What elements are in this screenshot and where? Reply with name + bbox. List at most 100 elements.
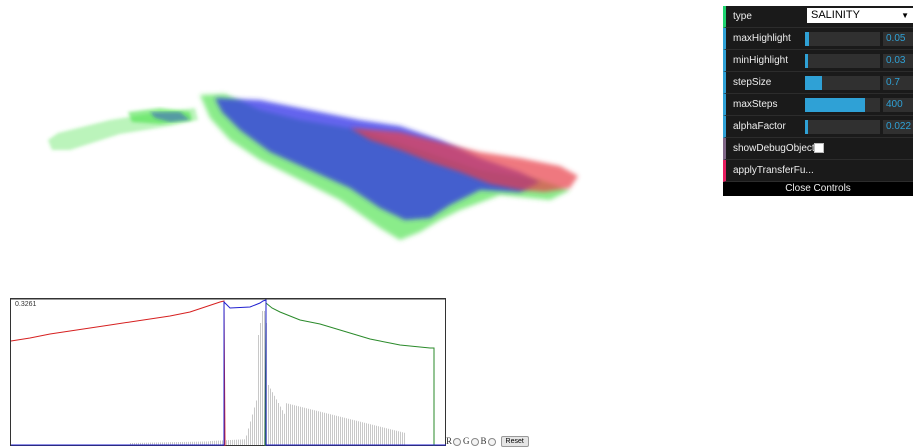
tf-red-curve[interactable] xyxy=(10,300,226,446)
histogram-bar xyxy=(206,441,207,445)
histogram-bar xyxy=(254,407,255,445)
histogram-bar xyxy=(284,413,285,445)
minHighlight-control: minHighlight 0.03 xyxy=(723,50,913,72)
histogram-bar xyxy=(300,406,301,445)
histogram-bar xyxy=(400,431,401,445)
histogram-bar xyxy=(262,311,263,445)
histogram-bar xyxy=(130,443,131,445)
maxHighlight-control: maxHighlight 0.05 xyxy=(723,28,913,50)
histogram-bar xyxy=(280,406,281,445)
histogram-bar xyxy=(134,442,135,445)
channel-g-checkbox[interactable] xyxy=(470,437,479,446)
tf-blue-curve[interactable] xyxy=(11,299,446,446)
minHighlight-slider[interactable] xyxy=(805,54,880,68)
applyTransferFunction-button[interactable]: applyTransferFu... xyxy=(723,160,913,182)
histogram-bar xyxy=(292,404,293,445)
histogram-bar xyxy=(208,441,209,445)
maxSteps-label: maxSteps xyxy=(733,99,778,110)
histogram-bar xyxy=(332,414,333,445)
histogram-bar xyxy=(228,440,229,445)
histogram-bar xyxy=(146,442,147,445)
tf-green-curve[interactable] xyxy=(264,301,435,446)
histogram-bar xyxy=(394,430,395,445)
histogram-bar xyxy=(188,441,189,445)
histogram-bar xyxy=(286,403,287,445)
histogram-bar xyxy=(328,413,329,445)
maxSteps-control: maxSteps 400 xyxy=(723,94,913,116)
histogram-bar xyxy=(364,422,365,445)
histogram-bar xyxy=(156,442,157,445)
close-controls-button[interactable]: Close Controls xyxy=(723,182,913,196)
type-control: type SALINITY ▼ xyxy=(723,6,913,28)
histogram-bar xyxy=(402,432,403,445)
maxSteps-slider[interactable] xyxy=(805,98,880,112)
type-select[interactable]: SALINITY ▼ xyxy=(807,8,913,23)
histogram-bar xyxy=(168,442,169,445)
histogram-bar xyxy=(370,424,371,445)
volume-render-viewport[interactable] xyxy=(0,0,720,280)
maxHighlight-slider[interactable] xyxy=(805,32,880,46)
histogram-bar xyxy=(268,385,269,445)
channel-b-checkbox[interactable] xyxy=(487,437,496,446)
histogram-bar xyxy=(346,418,347,445)
histogram-bar xyxy=(204,441,205,445)
histogram-bar xyxy=(338,416,339,445)
histogram-bar xyxy=(276,399,277,445)
histogram-bar xyxy=(198,441,199,445)
maxSteps-input[interactable]: 400 xyxy=(883,98,913,112)
histogram-bar xyxy=(202,441,203,445)
histogram-bar xyxy=(164,442,165,445)
transfer-function-editor[interactable]: 0.3261 xyxy=(10,298,446,446)
histogram-bar xyxy=(344,417,345,445)
histogram-bar xyxy=(274,395,275,445)
histogram-bar xyxy=(158,442,159,445)
histogram-bar xyxy=(374,425,375,445)
histogram-bar xyxy=(234,439,235,445)
minHighlight-input[interactable]: 0.03 xyxy=(883,54,913,68)
histogram-bar xyxy=(152,442,153,445)
histogram-bar xyxy=(260,323,261,445)
maxHighlight-input[interactable]: 0.05 xyxy=(883,32,913,46)
stepSize-control: stepSize 0.7 xyxy=(723,72,913,94)
alphaFactor-input[interactable]: 0.022 xyxy=(883,120,913,134)
alphaFactor-control: alphaFactor 0.022 xyxy=(723,116,913,138)
histogram-bar xyxy=(282,410,283,445)
histogram-bar xyxy=(132,442,133,445)
histogram-bar xyxy=(250,421,251,445)
histogram-bar xyxy=(288,403,289,445)
histogram-bar xyxy=(242,439,243,445)
histogram-bar xyxy=(136,442,137,445)
histogram-bar xyxy=(318,411,319,445)
alphaFactor-slider[interactable] xyxy=(805,120,880,134)
volume-blue-sliver xyxy=(150,112,190,122)
histogram-bar xyxy=(258,335,259,445)
histogram-bar xyxy=(200,441,201,445)
showDebugObject-checkbox[interactable] xyxy=(814,143,824,153)
histogram-bar xyxy=(256,400,257,445)
histogram-bar xyxy=(354,420,355,445)
histogram-bar xyxy=(336,415,337,445)
histogram-bar xyxy=(222,440,223,445)
histogram-bar xyxy=(312,409,313,445)
histogram-bar xyxy=(314,410,315,445)
showDebugObject-control: showDebugObject xyxy=(723,138,913,160)
histogram-bar xyxy=(404,432,405,445)
tf-channel-controls: R G B Reset xyxy=(446,436,529,448)
showDebugObject-label: showDebugObject xyxy=(733,143,815,154)
stepSize-input[interactable]: 0.7 xyxy=(883,76,913,90)
histogram-bar xyxy=(356,420,357,445)
histogram-bar xyxy=(316,410,317,445)
channel-r-checkbox[interactable] xyxy=(453,437,462,446)
histogram-bar xyxy=(278,403,279,445)
histogram-bar xyxy=(376,425,377,445)
histogram-bar xyxy=(192,441,193,445)
histogram-bar xyxy=(302,407,303,445)
histogram-bar xyxy=(324,412,325,445)
histogram-bar xyxy=(386,428,387,445)
histogram-bar xyxy=(306,408,307,445)
stepSize-slider[interactable] xyxy=(805,76,880,90)
histogram-bar xyxy=(190,441,191,445)
reset-button[interactable]: Reset xyxy=(500,436,529,448)
histogram-bar xyxy=(154,442,155,445)
histogram-bar xyxy=(252,414,253,445)
